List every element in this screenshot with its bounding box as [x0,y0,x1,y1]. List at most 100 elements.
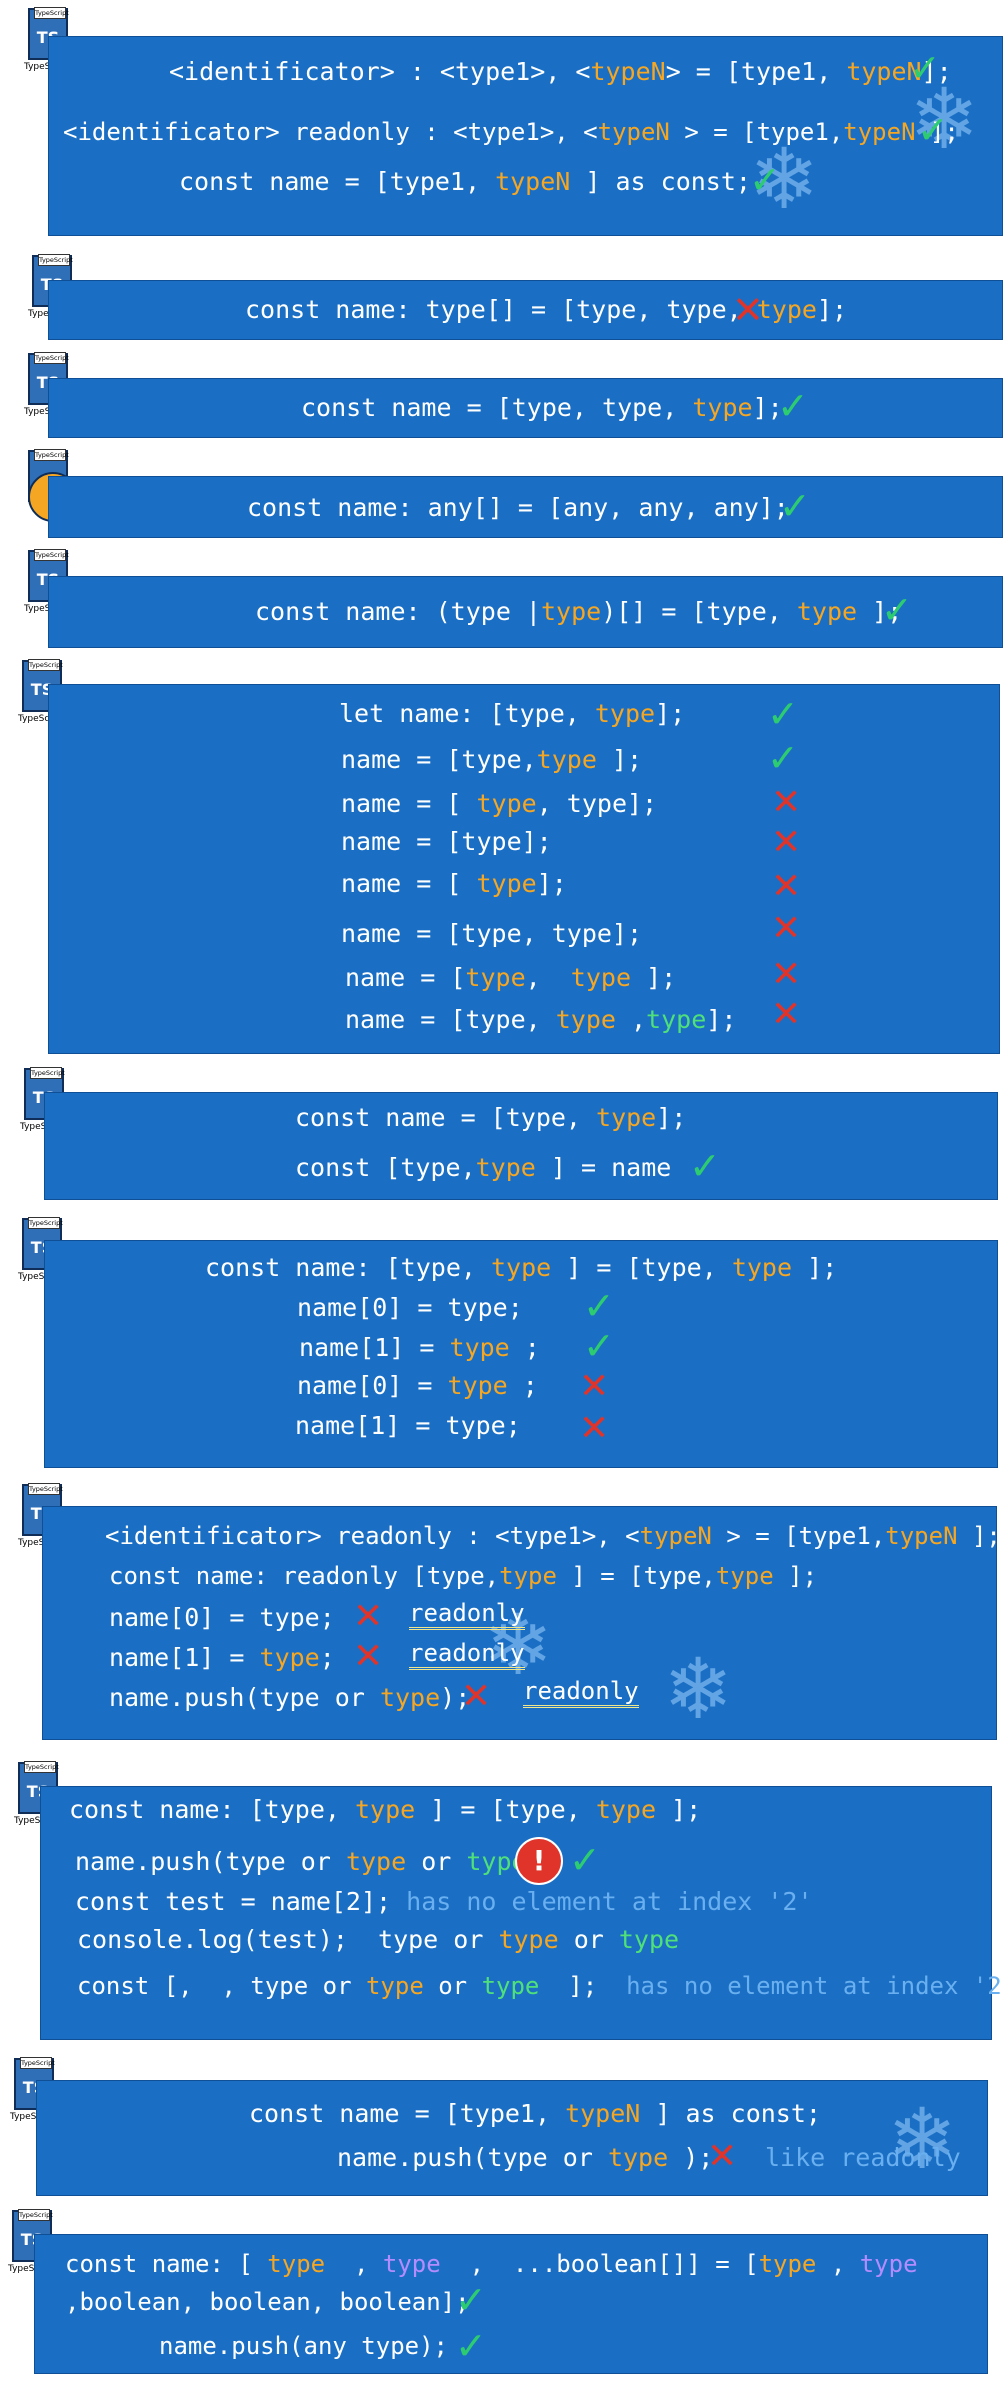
check-icon: ✓ [767,736,799,780]
check-icon: ✓ [583,1284,615,1328]
badge-caption: TypeScript [20,1122,70,1132]
badge-tab: TypeScript [24,1761,59,1773]
code-line: name = [ type, type]; [341,789,658,818]
code-line: name.push(any type); [159,2332,448,2360]
check-icon: ✓ [917,108,949,152]
panel-typed-array: const name: type[] = [type, type, type];… [48,280,1003,340]
code-line: const name = [type, type, type]; [301,393,783,422]
check-icon: ✓ [881,588,913,632]
panel-union-array: const name: (type |type)[] = [type, type… [48,576,1003,648]
readonly-note: readonly [409,1639,525,1670]
code-line: const name: [ type , type , ...boolean[]… [65,2250,918,2278]
code-line: ,boolean, boolean, boolean]; [65,2288,470,2316]
badge-caption: TypeScript [18,1538,68,1548]
badge-caption: TypeScript [24,62,74,72]
code-line: name.push(type or type or type); [75,1847,557,1876]
check-icon: ✓ [455,2278,487,2322]
code-line: const name: [type, type ] = [type, type … [69,1795,702,1824]
cross-icon: ✕ [579,1408,610,1449]
badge-tab: TypeScript [28,1217,63,1229]
badge-tab: TypeScript [28,1483,63,1495]
badge-tab: TypeScript [34,549,69,561]
code-line: <identificator> readonly : <type1>, <typ… [63,118,959,146]
badge-tab: TypeScript [20,2057,55,2069]
badge-caption: TypeScript [24,604,74,614]
badge-caption: TypeScript [18,714,65,724]
snowflake-icon: ❄ [483,1596,554,1694]
check-icon: ✓ [583,1324,615,1368]
check-icon: ✓ [689,1144,721,1188]
cross-icon: ✕ [353,1596,384,1637]
panel-any-array: const name: any[] = [any, any, any]; ✓ [48,476,1003,538]
panel-tuple-assignments: let name: [type, type]; ✓ name = [type,t… [48,684,1000,1054]
code-line: name = [type,type ]; [341,745,643,774]
like-readonly-note: like readonly [765,2143,961,2172]
check-icon: ✓ [749,158,781,202]
badge-caption: TypeScript [24,407,74,417]
code-line: console.log(test); type or type or type [77,1925,680,1954]
code-line: const [, , type or type or type ]; has n… [77,1972,1005,2000]
cross-icon: ✕ [771,954,802,995]
code-line: name = [type]; [341,827,552,856]
cross-icon: ✕ [771,994,802,1035]
cross-icon: ✕ [707,2136,738,2177]
cross-icon: ✕ [461,1676,492,1717]
readonly-note: readonly [523,1677,639,1708]
code-line: name[0] = type ; [297,1371,538,1400]
badge-caption: TypeScript [8,2264,55,2274]
panel-as-const: ❄ const name = [type1, typeN ] as const;… [36,2080,988,2196]
code-line: const name: readonly [type,type ] = [typ… [109,1562,818,1590]
snowflake-icon: ❄ [663,1640,734,1738]
badge-caption: TypeScript [18,1272,65,1282]
panel-rest-tuple: const name: [ type , type , ...boolean[]… [34,2234,988,2374]
panel-tuple-push: const name: [type, type ] = [type, type … [40,1786,1005,2040]
check-icon: ✓ [909,46,941,90]
cross-icon: ✕ [771,908,802,949]
code-line: const [type,type ] = name [295,1153,672,1182]
code-line: let name: [type, type]; [339,699,686,728]
code-line: const name: type[] = [type, type, type]; [245,295,848,324]
code-line: const name: (type |type)[] = [type, type… [255,597,903,626]
cross-icon: ✕ [771,782,802,823]
code-line: name[1] = type; [109,1643,335,1672]
badge-ts: TS [30,680,54,699]
typescript-badge: TypeScript TS TypeScript [24,7,74,72]
code-line: name = [type, type]; [341,919,643,948]
badge-tab: TypeScript [34,352,69,364]
code-line: <identificator> readonly : <type1>, <typ… [105,1522,1001,1550]
panel-destructuring: const name = [type, type]; const [type,t… [44,1092,998,1200]
check-icon: ✓ [777,384,809,428]
code-line: name = [type, type ]; [345,963,677,992]
code-line: name.push(type or type ); [337,2143,714,2172]
warning-icon: ! [515,1837,563,1885]
cross-icon: ✕ [353,1636,384,1677]
code-line: name.push(type or type); [109,1683,471,1712]
check-icon: ✓ [767,692,799,736]
panel-readonly-tuple: ❄ ❄ <identificator> readonly : <type1>, … [42,1506,1001,1740]
cross-icon: ✕ [771,822,802,863]
badge-tab: TypeScript [18,2209,53,2221]
badge-tab: TypeScript [30,1067,65,1079]
cross-icon: ✕ [732,288,764,332]
badge-tab: TypeScript [38,254,73,266]
badge-tab: TypeScript [34,7,69,19]
readonly-note: readonly [409,1599,525,1630]
panel-inferred-array: const name = [type, type, type]; ✓ [48,378,1003,438]
snowflake-icon: ❄ [909,70,980,168]
code-line: const name: [type, type ] = [type, type … [205,1253,838,1282]
badge-caption: TypeScript [10,2112,57,2122]
check-icon: ✓ [455,2324,487,2368]
code-line: name[1] = type; [295,1411,521,1440]
cross-icon: ✕ [579,1366,610,1407]
snowflake-icon: ❄ [887,2090,958,2188]
cross-icon: ✕ [771,866,802,907]
code-line: <identificator> : <type1>, <typeN> = [ty… [169,57,952,86]
snowflake-icon: ❄ [749,130,820,228]
check-icon: ✓ [569,1838,601,1882]
code-line: name[0] = type; [297,1293,523,1322]
badge-tab: TypeScript [28,659,63,671]
code-line: name = [type, type ,type]; [345,1005,737,1034]
badge-caption: TypeScript [14,1816,61,1826]
code-line: const test = name[2]; has no element at … [75,1887,813,1916]
code-line: name[0] = type; [109,1603,335,1632]
